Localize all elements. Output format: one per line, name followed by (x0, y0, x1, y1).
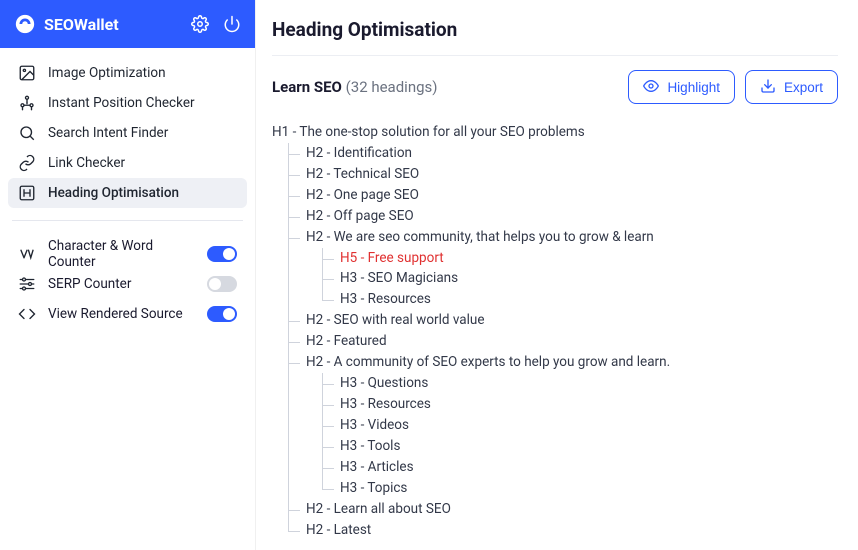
tree-node: H3 - SEO Magicians (322, 268, 838, 289)
eye-icon (643, 78, 659, 97)
tree-node-label: H2 - A community of SEO experts to help … (306, 354, 670, 370)
tree-node: H2 - SEO with real world value (288, 310, 838, 331)
brand-logo-icon (14, 13, 36, 35)
toggle-item-counter: Character & Word Counter (8, 239, 247, 269)
code-icon (18, 305, 36, 323)
toggle-list: Character & Word Counter SERP Counter View… (0, 229, 255, 335)
highlight-button[interactable]: Highlight (628, 70, 735, 104)
page-title: Heading Optimisation (272, 18, 838, 41)
toggle-switch[interactable] (207, 306, 237, 322)
tree-node: H2 - A community of SEO experts to help … (288, 352, 838, 498)
tree-node-label: H2 - Identification (306, 145, 412, 161)
tree-node-label: H3 - Resources (340, 396, 431, 412)
nav-item-label: Search Intent Finder (48, 125, 168, 141)
tree-node: H2 - We are seo community, that helps yo… (288, 227, 838, 311)
tree-node-label: H2 - Latest (306, 522, 371, 538)
toggle-item-label: SERP Counter (48, 276, 195, 292)
subtitle: Learn SEO (32 headings) (272, 78, 438, 96)
tree-node-label: H3 - Tools (340, 438, 400, 454)
nav-item-label: Heading Optimisation (48, 185, 179, 201)
tree-node-label: H2 - We are seo community, that helps yo… (306, 229, 654, 245)
search-icon (18, 124, 36, 142)
subheader: Learn SEO (32 headings) Highlight Export (272, 70, 838, 104)
export-button-label: Export (784, 80, 823, 95)
tree-node-label: H2 - Featured (306, 333, 387, 349)
tree-node-label: H3 - Resources (340, 291, 431, 307)
nav-item-search[interactable]: Search Intent Finder (8, 118, 247, 148)
tree-node-label: H3 - Topics (340, 480, 407, 496)
tree-node: H2 - Off page SEO (288, 206, 838, 227)
toggle-switch[interactable] (207, 276, 237, 292)
tree-node: H3 - Tools (322, 436, 838, 457)
tree-node-label: H2 - Learn all about SEO (306, 501, 451, 517)
export-button[interactable]: Export (745, 70, 838, 104)
toggle-item-label: Character & Word Counter (48, 238, 195, 270)
sidebar: SEOWallet Image Optimization Instant Posi… (0, 0, 256, 550)
image-icon (18, 64, 36, 82)
hr (272, 55, 838, 56)
tree-node: H3 - Resources (322, 394, 838, 415)
toggle-switch[interactable] (207, 246, 237, 262)
position-icon (18, 94, 36, 112)
tree-node-label: H1 - The one-stop solution for all your … (272, 124, 585, 140)
tree-node-label: H5 - Free support (340, 250, 444, 266)
toggle-item-code: View Rendered Source (8, 299, 247, 329)
tree-node-label: H2 - One page SEO (306, 187, 419, 203)
subtitle-strong: Learn SEO (272, 78, 342, 96)
tree-node-label: H3 - Videos (340, 417, 409, 433)
brand-bar: SEOWallet (0, 0, 255, 48)
toggle-item-serp: SERP Counter (8, 269, 247, 299)
nav-item-image[interactable]: Image Optimization (8, 58, 247, 88)
tree-node: H2 - Learn all about SEO (288, 499, 838, 520)
tree-node-label: H3 - SEO Magicians (340, 270, 458, 286)
nav-list: Image Optimization Instant Position Check… (0, 48, 255, 214)
download-icon (760, 78, 776, 97)
tree-node: H1 - The one-stop solution for all your … (272, 122, 838, 540)
toggle-item-label: View Rendered Source (48, 306, 195, 322)
tree-node-label: H3 - Articles (340, 459, 414, 475)
heading-icon (18, 184, 36, 202)
serp-icon (18, 275, 36, 293)
main-panel: Heading Optimisation Learn SEO (32 headi… (256, 0, 858, 550)
tree-node: H5 - Free support (322, 248, 838, 269)
tree-node-label: H2 - Off page SEO (306, 208, 414, 224)
settings-icon[interactable] (191, 15, 209, 33)
tree-node: H3 - Resources (322, 289, 838, 310)
tree-node: H2 - One page SEO (288, 185, 838, 206)
tree-node: H2 - Identification (288, 143, 838, 164)
tree-node: H2 - Featured (288, 331, 838, 352)
nav-item-label: Link Checker (48, 155, 125, 171)
tree-node-label: H2 - SEO with real world value (306, 312, 485, 328)
tree-node: H3 - Videos (322, 415, 838, 436)
nav-divider (12, 220, 243, 221)
power-icon[interactable] (223, 15, 241, 33)
tree-node: H2 - Technical SEO (288, 164, 838, 185)
nav-item-label: Image Optimization (48, 65, 166, 81)
nav-item-label: Instant Position Checker (48, 95, 195, 111)
tree-node: H2 - Latest (288, 520, 838, 541)
highlight-button-label: Highlight (667, 80, 720, 95)
heading-tree: H1 - The one-stop solution for all your … (272, 122, 838, 540)
nav-item-position[interactable]: Instant Position Checker (8, 88, 247, 118)
tree-node-label: H3 - Questions (340, 375, 428, 391)
tree-node: H3 - Articles (322, 457, 838, 478)
brand-name: SEOWallet (44, 15, 191, 34)
tree-node-label: H2 - Technical SEO (306, 166, 419, 182)
nav-item-heading[interactable]: Heading Optimisation (8, 178, 247, 208)
counter-icon (18, 245, 36, 263)
nav-item-link[interactable]: Link Checker (8, 148, 247, 178)
tree-node: H3 - Questions (322, 373, 838, 394)
tree-node: H3 - Topics (322, 478, 838, 499)
link-icon (18, 154, 36, 172)
subtitle-count: (32 headings) (346, 78, 438, 96)
